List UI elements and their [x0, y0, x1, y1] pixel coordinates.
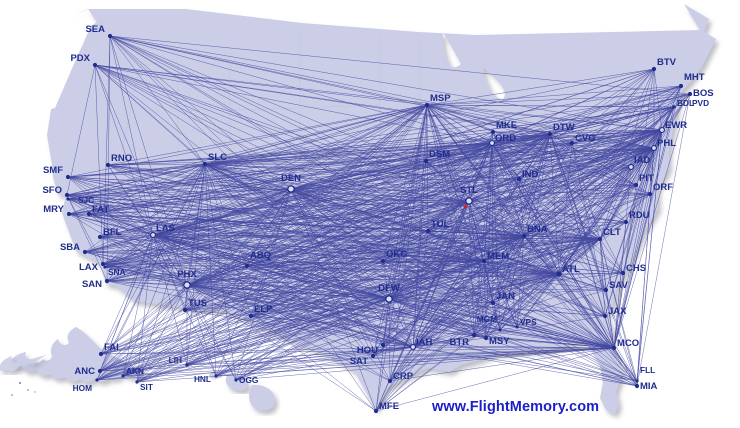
svg-text:HOM: HOM	[73, 383, 92, 393]
svg-text:PVD: PVD	[692, 98, 709, 108]
svg-text:ATL: ATL	[562, 264, 580, 275]
svg-text:LIH: LIH	[169, 355, 182, 365]
svg-text:CVG: CVG	[575, 133, 596, 144]
svg-text:MFE: MFE	[379, 401, 399, 412]
svg-text:SBA: SBA	[60, 242, 80, 253]
svg-text:BTR: BTR	[449, 337, 469, 348]
svg-text:www.FlightMemory.com: www.FlightMemory.com	[431, 399, 599, 415]
svg-text:DTW: DTW	[553, 122, 575, 133]
svg-text:MHT: MHT	[684, 72, 705, 83]
svg-text:SAV: SAV	[609, 280, 628, 291]
svg-text:HOU: HOU	[357, 345, 378, 356]
svg-text:SFO: SFO	[42, 185, 62, 196]
svg-text:HNL: HNL	[194, 374, 211, 384]
svg-text:PHX: PHX	[177, 269, 197, 280]
svg-text:RDU: RDU	[629, 210, 650, 221]
svg-text:BFL: BFL	[103, 227, 122, 238]
svg-text:SNA: SNA	[108, 267, 126, 277]
svg-text:SAN: SAN	[82, 279, 102, 290]
svg-text:PIT: PIT	[639, 173, 654, 184]
svg-text:CRP: CRP	[393, 371, 414, 382]
svg-text:SIT: SIT	[140, 382, 153, 392]
svg-text:MEM: MEM	[487, 251, 509, 262]
svg-text:PHL: PHL	[657, 138, 676, 149]
svg-text:MCO: MCO	[617, 338, 639, 349]
svg-text:EWR: EWR	[665, 120, 687, 131]
svg-text:SMF: SMF	[43, 165, 63, 176]
svg-text:IAD: IAD	[634, 155, 651, 166]
svg-text:FAI: FAI	[104, 342, 119, 353]
svg-text:BTV: BTV	[657, 57, 677, 68]
svg-text:CHS: CHS	[626, 263, 646, 274]
svg-text:MSY: MSY	[489, 336, 510, 347]
svg-text:LAX: LAX	[79, 262, 99, 273]
svg-text:TUL: TUL	[431, 219, 450, 230]
svg-text:IAH: IAH	[416, 337, 433, 348]
svg-text:PDX: PDX	[70, 53, 90, 64]
svg-text:DEN: DEN	[281, 173, 301, 184]
svg-text:ABQ: ABQ	[250, 250, 271, 261]
svg-text:MGM: MGM	[477, 314, 497, 324]
svg-text:ORF: ORF	[653, 182, 673, 193]
svg-text:TUS: TUS	[188, 298, 207, 309]
svg-text:MSP: MSP	[430, 93, 451, 104]
svg-text:SEA: SEA	[85, 24, 105, 35]
svg-text:IND: IND	[522, 169, 539, 180]
svg-text:BNA: BNA	[527, 224, 548, 235]
svg-text:VPS: VPS	[520, 317, 537, 327]
svg-text:AKN: AKN	[126, 366, 144, 376]
svg-text:OGG: OGG	[239, 375, 258, 385]
svg-text:OKC: OKC	[386, 249, 407, 260]
svg-text:SLC: SLC	[208, 152, 227, 163]
svg-text:STL: STL	[460, 185, 478, 196]
svg-text:CLT: CLT	[603, 227, 621, 238]
svg-text:MKE: MKE	[496, 120, 517, 131]
svg-text:FAT: FAT	[92, 204, 109, 215]
svg-text:ORD: ORD	[495, 133, 516, 144]
svg-text:MIA: MIA	[640, 381, 658, 392]
svg-text:DFW: DFW	[378, 283, 400, 294]
svg-text:LAS: LAS	[156, 223, 175, 234]
svg-text:ELP: ELP	[254, 304, 273, 315]
svg-text:FLL: FLL	[640, 365, 655, 375]
svg-text:JAN: JAN	[496, 291, 515, 302]
svg-text:SAT: SAT	[350, 356, 368, 367]
svg-text:DSM: DSM	[429, 149, 450, 160]
svg-text:RNO: RNO	[111, 153, 132, 164]
svg-text:MRY: MRY	[43, 204, 64, 215]
svg-text:ANC: ANC	[74, 366, 95, 377]
svg-text:JAX: JAX	[608, 306, 627, 317]
